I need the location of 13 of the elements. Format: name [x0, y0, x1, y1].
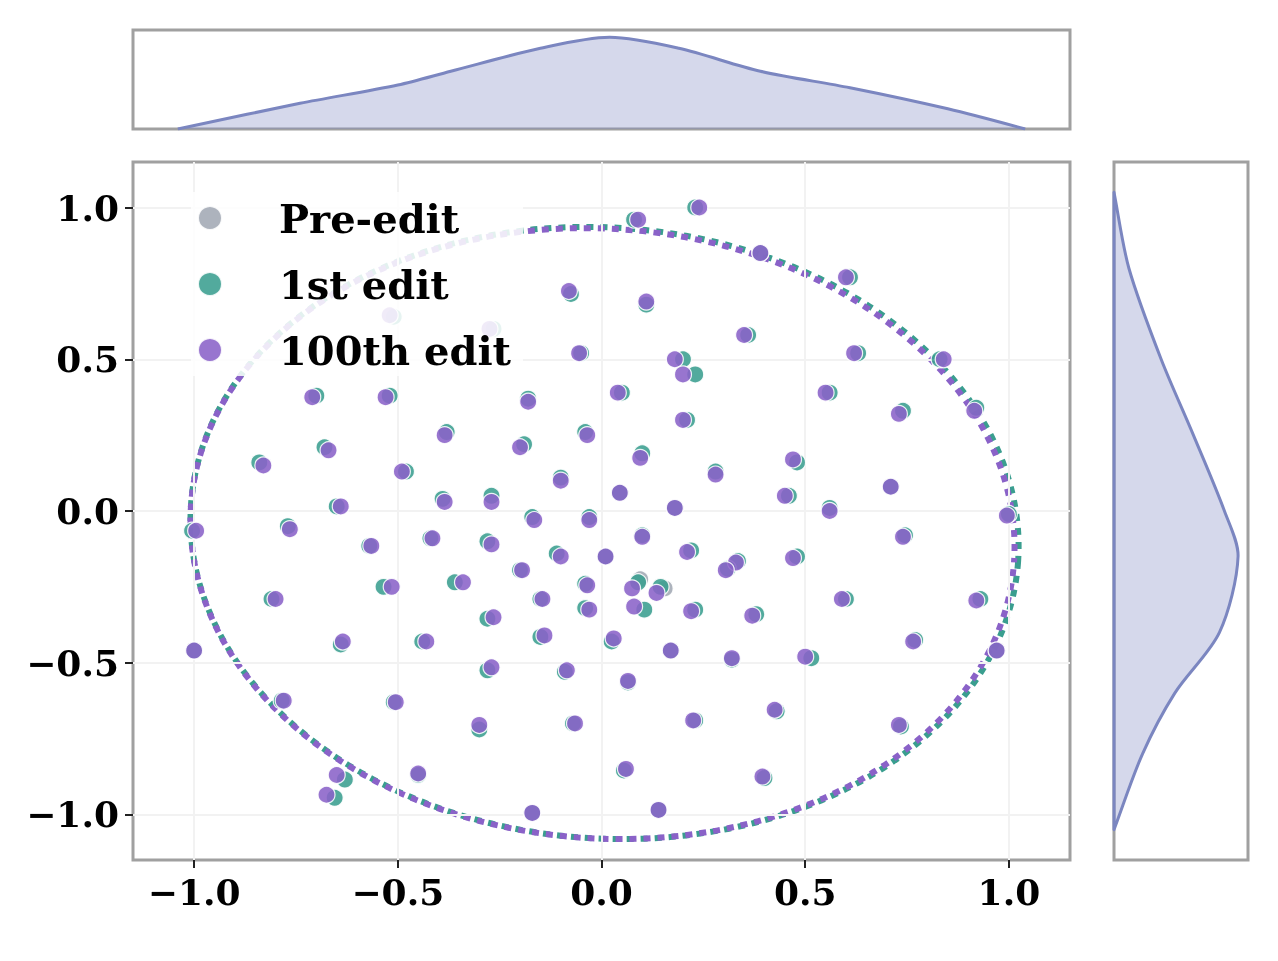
y-tick-label: −0.5 — [26, 641, 119, 684]
x-tick-label: −1.0 — [147, 871, 241, 913]
y-tick-label: 1.0 — [56, 186, 119, 229]
x-tick-label: 0.0 — [570, 871, 633, 913]
y-tick-label: −1.0 — [26, 793, 119, 836]
x-tick-label: 0.5 — [773, 871, 837, 913]
legend-label: 1st edit — [279, 260, 450, 308]
y-tick-label: 0.0 — [56, 490, 119, 532]
legend-label: 100th edit — [279, 326, 512, 374]
x-tick-label: 1.0 — [977, 871, 1041, 913]
legend-label: Pre-edit — [279, 194, 460, 242]
y-tick-label: 0.5 — [56, 338, 119, 381]
x-tick-label: −0.5 — [351, 871, 445, 913]
